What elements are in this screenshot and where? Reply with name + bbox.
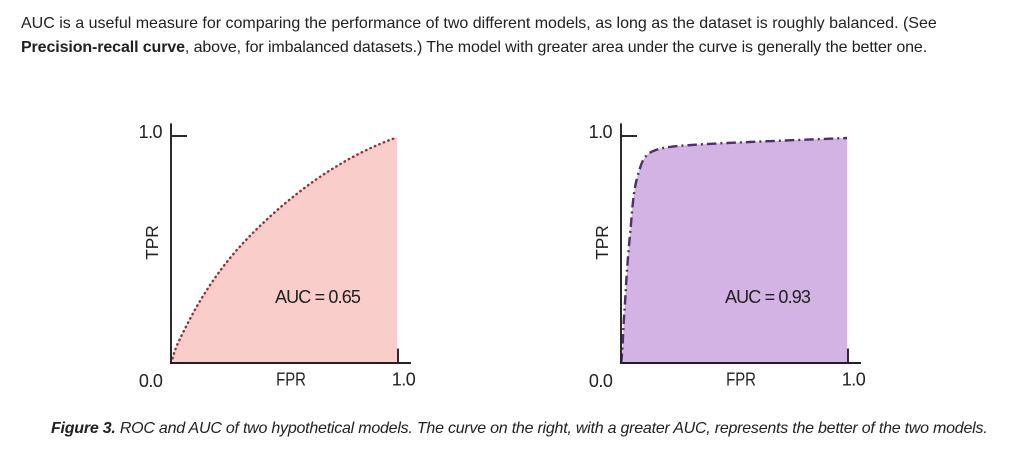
svg-text:1.0: 1.0	[589, 122, 613, 142]
svg-text:TPR: TPR	[142, 225, 162, 260]
svg-text:FPR: FPR	[726, 369, 756, 390]
svg-text:1.0: 1.0	[392, 369, 416, 389]
svg-text:1.0: 1.0	[842, 369, 866, 389]
svg-text:0.0: 0.0	[589, 371, 613, 391]
svg-text:AUC = 0.93: AUC = 0.93	[725, 287, 811, 307]
svg-text:AUC = 0.65: AUC = 0.65	[275, 287, 361, 307]
svg-text:1.0: 1.0	[139, 122, 163, 142]
svg-text:TPR: TPR	[592, 225, 612, 260]
svg-text:FPR: FPR	[276, 369, 306, 390]
svg-text:0.0: 0.0	[139, 371, 163, 391]
